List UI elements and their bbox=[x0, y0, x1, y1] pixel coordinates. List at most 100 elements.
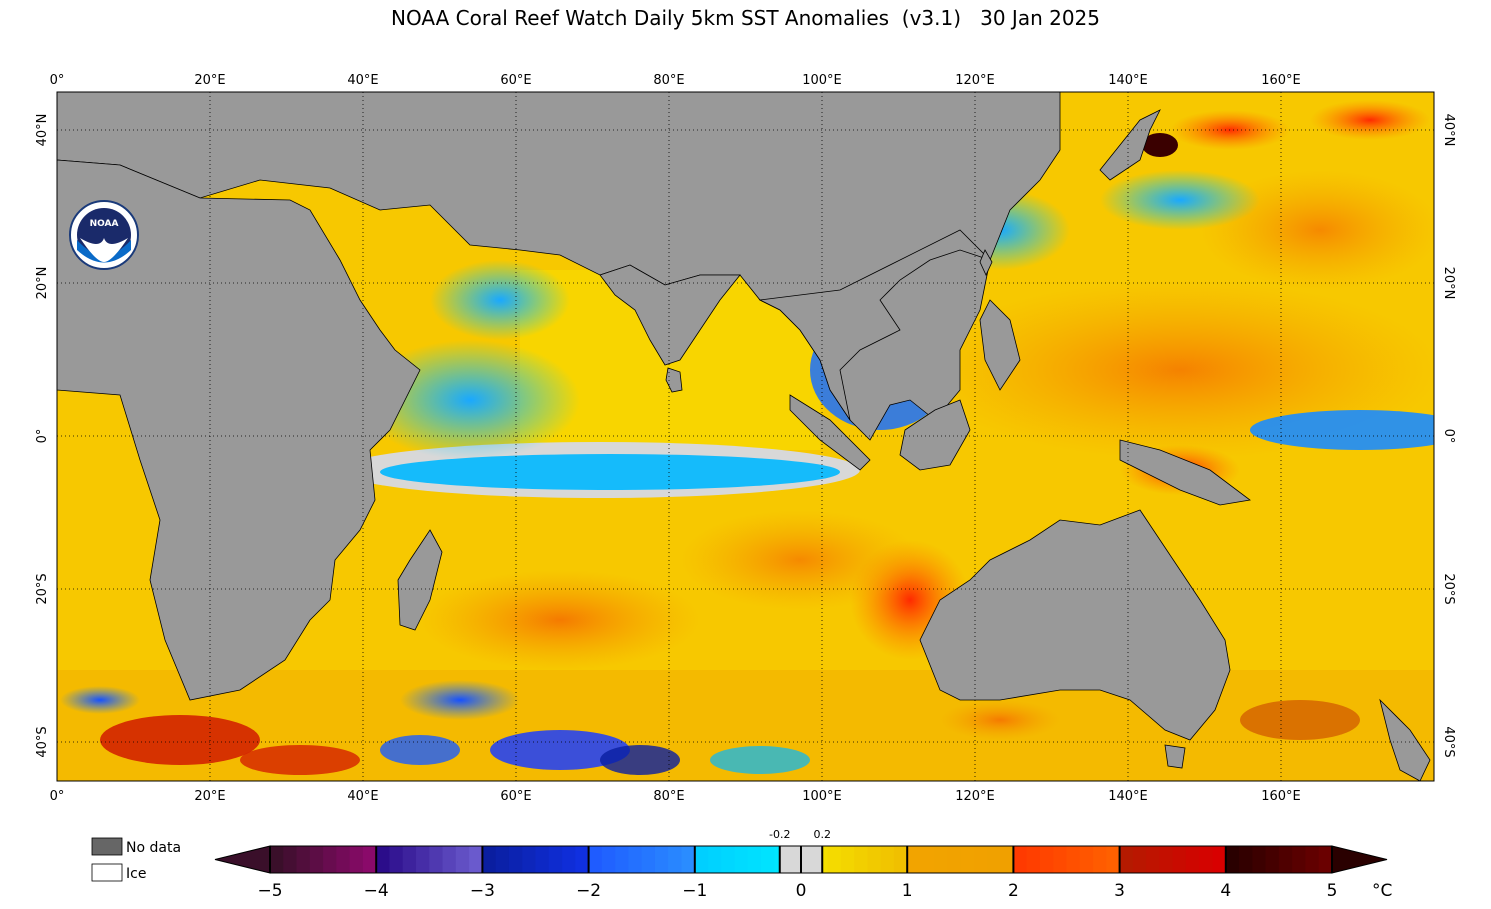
colorbar-tick-label: 2 bbox=[1008, 881, 1019, 901]
land-africa bbox=[57, 159, 421, 701]
colorbar-cell bbox=[867, 846, 882, 873]
colorbar-cell bbox=[376, 846, 390, 873]
colorbar-cell bbox=[1106, 846, 1121, 873]
colorbar-cell bbox=[455, 846, 470, 873]
lon-ticks-bottom: 0° 20°E 40°E 60°E 80°E 100°E 120°E 140°E… bbox=[50, 789, 1301, 804]
land-philippines bbox=[979, 299, 1021, 391]
colorbar-tick-label: −1 bbox=[682, 881, 707, 901]
colorbar-cell bbox=[1053, 846, 1067, 873]
colorbar-cell bbox=[761, 846, 775, 873]
colorbar-cell bbox=[654, 846, 669, 873]
colorbar-cell bbox=[1278, 846, 1293, 873]
lon-tick-label: 160°E bbox=[1261, 73, 1301, 88]
lon-tick-label: 120°E bbox=[955, 73, 995, 88]
data-legend: No data Ice bbox=[91, 837, 181, 882]
ice-label: Ice bbox=[126, 866, 146, 882]
colorbar-cell bbox=[1185, 846, 1200, 873]
colorbar-cell bbox=[641, 846, 656, 873]
colorbar-cell bbox=[1000, 846, 1014, 873]
colorbar-cell bbox=[920, 846, 935, 873]
lat-tick-label: 40°N bbox=[1441, 114, 1456, 147]
colorbar-cell bbox=[854, 846, 868, 873]
colorbar-cell bbox=[336, 846, 351, 873]
colorbar-cell bbox=[309, 846, 324, 873]
land-new-zealand bbox=[1379, 698, 1431, 781]
lat-tick-label: 0° bbox=[1441, 429, 1456, 444]
lat-tick-label: 40°N bbox=[35, 114, 50, 147]
colorbar-cell bbox=[1013, 846, 1028, 873]
colorbar-cell bbox=[1039, 846, 1054, 873]
colorbar-cell bbox=[270, 846, 284, 873]
lat-tick-label: 20°S bbox=[35, 573, 50, 604]
colorbar-cell bbox=[960, 846, 975, 873]
svg-text:NOAA: NOAA bbox=[90, 219, 119, 229]
lon-tick-label: 60°E bbox=[500, 789, 531, 804]
lat-tick-label: 20°N bbox=[1441, 267, 1456, 300]
colorbar-tick-label: 5 bbox=[1327, 881, 1338, 901]
lon-tick-label: 40°E bbox=[347, 73, 378, 88]
colorbar-cell bbox=[535, 846, 550, 873]
colorbar-cell bbox=[721, 846, 736, 873]
colorbar-cell bbox=[694, 846, 709, 873]
colorbar-cell bbox=[1292, 846, 1306, 873]
colorbar-cell bbox=[402, 846, 417, 873]
land-indochina bbox=[758, 229, 991, 421]
lon-tick-label: 20°E bbox=[194, 789, 225, 804]
colorbar-cell bbox=[575, 846, 590, 873]
colorbar-cell bbox=[615, 846, 629, 873]
colorbar-tick-label: 1 bbox=[902, 881, 913, 901]
colorbar-cell bbox=[628, 846, 643, 873]
colorbar-cell bbox=[1146, 846, 1160, 873]
lat-tick-label: 40°S bbox=[35, 726, 50, 757]
colorbar-min-extension bbox=[214, 845, 271, 874]
colorbar-cell bbox=[1305, 846, 1320, 873]
colorbar-cell bbox=[469, 846, 483, 873]
colorbar-cell bbox=[1265, 846, 1280, 873]
colorbar-cell bbox=[323, 846, 337, 873]
graticule bbox=[57, 92, 1434, 781]
colorbar-cell bbox=[880, 846, 895, 873]
lat-tick-label: 40°S bbox=[1441, 726, 1456, 757]
colorbar-cell bbox=[442, 846, 457, 873]
lat-ticks-left: 40°N 20°N 0° 20°S 40°S bbox=[35, 114, 50, 758]
colorbar: −5 −4 −3 −2 −1 0 1 2 3 4 5 -0.2 0.2 °C bbox=[214, 828, 1392, 901]
land-sri-lanka bbox=[665, 367, 683, 393]
lon-tick-label: 0° bbox=[50, 789, 65, 804]
lon-tick-label: 140°E bbox=[1108, 73, 1148, 88]
no-data-swatch bbox=[91, 837, 123, 856]
colorbar-cell bbox=[508, 846, 523, 873]
colorbar-cell bbox=[1026, 846, 1041, 873]
lon-tick-label: 100°E bbox=[802, 73, 842, 88]
chart-title: NOAA Coral Reef Watch Daily 5km SST Anom… bbox=[390, 6, 1101, 30]
colorbar-cell bbox=[1159, 846, 1174, 873]
ice-swatch bbox=[91, 863, 123, 882]
map-frame bbox=[56, 91, 1435, 782]
colorbar-cell bbox=[1119, 846, 1134, 873]
colorbar-cell bbox=[668, 846, 683, 873]
lat-tick-label: 20°S bbox=[1441, 573, 1456, 604]
lon-tick-label: 0° bbox=[50, 73, 65, 88]
colorbar-cell bbox=[933, 846, 948, 873]
colorbar-tick-label: 0 bbox=[796, 881, 807, 901]
colorbar-cell bbox=[601, 846, 616, 873]
colorbar-cell bbox=[1225, 846, 1240, 873]
lat-ticks-right: 40°N 20°N 0° 20°S 40°S bbox=[1441, 114, 1456, 758]
colorbar-cell bbox=[986, 846, 1001, 873]
colorbar-cell bbox=[708, 846, 722, 873]
colorbar-cell bbox=[1093, 846, 1107, 873]
colorbar-cell bbox=[1318, 846, 1333, 873]
lon-tick-label: 100°E bbox=[802, 789, 842, 804]
colorbar-cell bbox=[548, 846, 563, 873]
colorbar-tick-label: 3 bbox=[1114, 881, 1125, 901]
colorbar-cell bbox=[562, 846, 576, 873]
colorbar-tick-label: 4 bbox=[1220, 881, 1231, 901]
colorbar-cell bbox=[1132, 846, 1147, 873]
lon-tick-label: 120°E bbox=[955, 789, 995, 804]
colorbar-cell bbox=[893, 846, 908, 873]
colorbar-cell bbox=[362, 846, 377, 873]
colorbar-cell bbox=[1172, 846, 1187, 873]
colorbar-cell bbox=[681, 846, 696, 873]
land-masses bbox=[57, 92, 1431, 781]
colorbar-cell bbox=[840, 846, 855, 873]
land-borneo bbox=[899, 399, 971, 471]
